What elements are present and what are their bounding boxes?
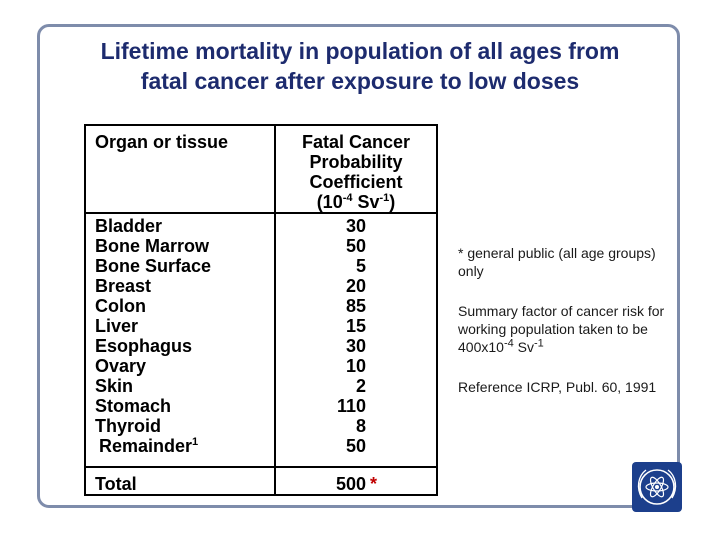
table-row: Ovary 10 xyxy=(86,356,436,376)
table-body: Bladder 30 Bone Marrow 50 Bone Surface 5 Breas… xyxy=(86,216,436,456)
coefficient-value: 110 xyxy=(336,396,366,416)
organ-name: Skin xyxy=(95,376,134,396)
total-label: Total xyxy=(95,474,137,494)
note-general-public: * general public (all age groups) only xyxy=(458,245,656,279)
table-row: Breast 20 xyxy=(86,276,436,296)
table-row: Bone Surface 5 xyxy=(86,256,436,276)
coefficient-value: 50 xyxy=(345,436,366,456)
header-coef-line-1: Fatal Cancer xyxy=(301,132,411,152)
header-coef-line-2: Probability xyxy=(309,152,403,172)
total-row: Total 500 * xyxy=(86,474,436,494)
table-row: Skin 2 xyxy=(86,376,436,396)
coefficient-value: 85 xyxy=(345,296,366,316)
iaea-emblem-icon xyxy=(632,462,682,512)
table-row: Bladder 30 xyxy=(86,216,436,236)
organ-name: Thyroid xyxy=(95,416,161,436)
header-coefficient: Fatal Cancer Probability Coefficient (10… xyxy=(276,132,436,212)
coefficient-value: 10 xyxy=(345,356,366,376)
table-row: Thyroid 8 xyxy=(86,416,436,436)
coefficient-value: 5 xyxy=(355,256,366,276)
coefficient-value: 8 xyxy=(355,416,366,436)
total-asterisk: * xyxy=(370,474,378,494)
table-row: Liver 15 xyxy=(86,316,436,336)
title-line-2: fatal cancer after exposure to low doses xyxy=(140,68,580,94)
note-working-population: Summary factor of cancer risk for workin… xyxy=(458,303,665,355)
organ-name: Stomach xyxy=(95,396,172,416)
cancer-coefficient-table: Organ or tissue Fatal Cancer Probability… xyxy=(84,124,438,496)
organ-name: Liver xyxy=(95,316,139,336)
coefficient-value: 15 xyxy=(345,316,366,336)
header-unit: (10-4 Sv-1) xyxy=(316,192,396,212)
table-row: Esophagus 30 xyxy=(86,336,436,356)
title-line-1: Lifetime mortality in population of all … xyxy=(100,38,620,64)
coefficient-value: 2 xyxy=(355,376,366,396)
header-organ: Organ or tissue xyxy=(95,132,229,152)
organ-name: Bone Surface xyxy=(95,256,212,276)
organ-name: Ovary xyxy=(95,356,147,376)
organ-name: Remainder1 xyxy=(99,436,199,456)
side-notes: * general public (all age groups) only S… xyxy=(458,244,683,418)
coefficient-value: 50 xyxy=(345,236,366,256)
table-row: Remainder1 50 xyxy=(86,436,436,456)
coefficient-value: 30 xyxy=(345,216,366,236)
header-divider xyxy=(86,212,436,214)
table-row: Stomach 110 xyxy=(86,396,436,416)
slide-frame xyxy=(37,24,680,508)
organ-name: Colon xyxy=(95,296,146,316)
organ-name: Breast xyxy=(95,276,152,296)
organ-name: Bone Marrow xyxy=(95,236,210,256)
slide-title: Lifetime mortality in population of all … xyxy=(40,36,680,96)
table-row: Bone Marrow 50 xyxy=(86,236,436,256)
table-row: Colon 85 xyxy=(86,296,436,316)
organ-name: Esophagus xyxy=(95,336,193,356)
total-value: 500 xyxy=(335,474,366,494)
total-divider xyxy=(86,466,436,468)
note-reference: Reference ICRP, Publ. 60, 1991 xyxy=(458,379,657,395)
coefficient-value: 20 xyxy=(345,276,366,296)
coefficient-value: 30 xyxy=(345,336,366,356)
header-coef-line-3: Coefficient xyxy=(309,172,403,192)
organ-name: Bladder xyxy=(95,216,163,236)
column-divider xyxy=(274,126,276,494)
